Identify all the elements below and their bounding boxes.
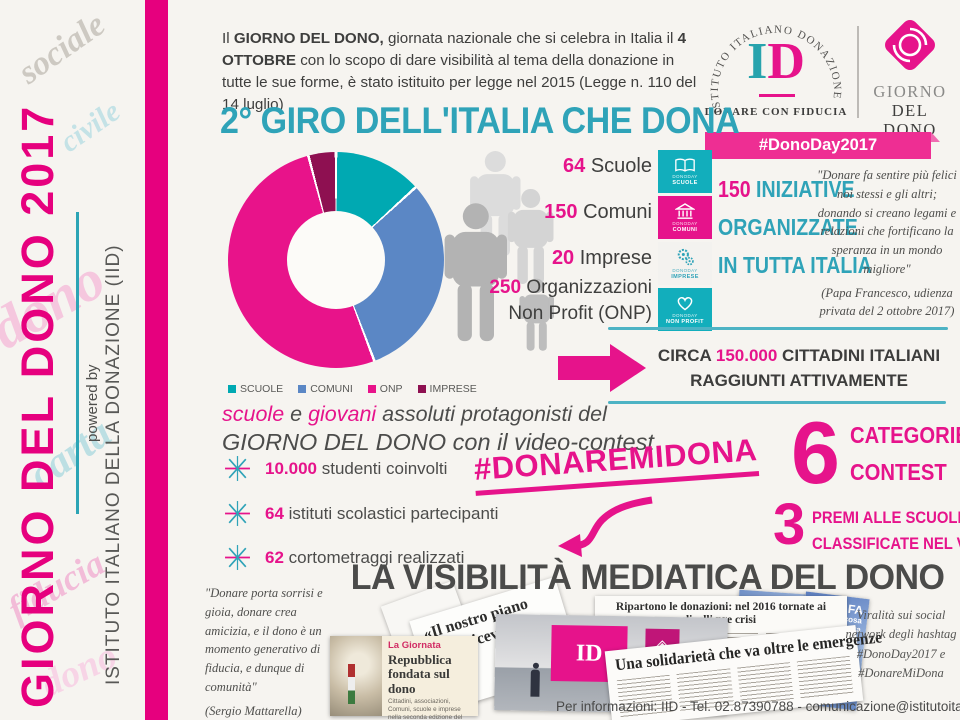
protagonists-text: scuole e giovani assoluti protagonisti d… (222, 402, 654, 455)
donoday-hashtag-banner: #DonoDay2017 (705, 132, 940, 159)
badge-scuole: DONODAY SCUOLE (658, 150, 712, 193)
powered-by-label: powered by (84, 364, 101, 442)
heart-icon (677, 296, 693, 311)
giorno-del-dono-logo: GIORNO DEL DONO (864, 12, 956, 140)
asterisk-icon (225, 456, 250, 481)
legend-swatch (228, 385, 236, 393)
iid-logo: ISTITUTO ITALIANO DONAZIONE ID DONARE CO… (700, 8, 852, 130)
asterisk-icon (225, 545, 250, 570)
logo-divider (857, 26, 859, 118)
donoday-badge-strip: DONODAY SCUOLE DONODAY COMUNI DONODAY IMPRE… (658, 150, 712, 334)
bullet-studenti: 10.000 studenti coinvolti (224, 455, 447, 482)
quote-attribution: (Papa Francesco, udienza privata del 2 o… (819, 285, 955, 319)
legend-label: COMUNI (310, 383, 353, 395)
right-arrow-icon (558, 356, 610, 380)
intro-paragraph: Il GIORNO DEL DONO, giornata nazionale c… (222, 30, 697, 114)
teal-rule (608, 401, 946, 404)
iid-rule (759, 94, 795, 97)
teal-rule (608, 327, 948, 330)
media-section-title: LA VISIBILITÀ MEDIATICA DEL DONO (350, 558, 945, 597)
clipping-repubblica: La Giornata Repubblica fondata sul dono … (330, 636, 478, 720)
organization-name-vertical: ISTITUTO ITALIANO DELLA DONAZIONE (IID) (103, 244, 124, 685)
badge-comuni: DONODAY COMUNI (658, 196, 712, 239)
right-arrow-icon (610, 344, 646, 392)
social-virality-note: Viralità sui social network degli hashta… (845, 608, 957, 681)
legend-swatch (417, 385, 426, 393)
quote-attribution: (Sergio Mattarella) (205, 703, 302, 718)
stat-imprese: 20 Imprese (551, 247, 652, 269)
chart-legend: SCUOLE COMUNI ONP IMPRESE (228, 383, 477, 395)
legend-label: IMPRESE (429, 383, 477, 395)
clipping-headline: Repubblica fondata sul dono (388, 652, 452, 696)
curved-arrow-icon (558, 496, 653, 557)
prizes-labels: PREMI ALLE SCUOLE PRIMECLASSIFICATE NEL … (812, 509, 960, 554)
diamond-knot-icon (885, 20, 935, 70)
bullet-istituti: 64 istituti scolastici partecipanti (224, 500, 498, 527)
quote-papa-francesco: "Donare fa sentire più felici noi stessi… (814, 166, 960, 321)
prizes-number: 3 (773, 492, 806, 557)
donut-chart (228, 152, 444, 368)
stat-comuni: 150 Comuni (544, 201, 652, 223)
reach-callout: CIRCA 150.000 CITTADINI ITALIANI RAGGIUN… (657, 346, 941, 390)
footer-contact-info: Per informazioni: IID - Tel. 02.87390788… (556, 699, 960, 714)
pope-photo (330, 636, 382, 716)
iid-monogram: ID (747, 33, 805, 90)
bank-icon (675, 202, 695, 219)
legend-label: SCUOLE (240, 383, 284, 395)
magenta-bar (145, 0, 168, 720)
clipping-body: Cittadini, associazioni, Comuni, scuole … (388, 697, 463, 720)
iniziative-callout: 150 INIZIATIVE ORGANIZZATE IN TUTTA ITAL… (718, 176, 872, 278)
badge-imprese: DONODAY IMPRESE (658, 242, 712, 285)
legend-swatch (367, 385, 376, 393)
gdd-name-line1: GIORNO (873, 82, 947, 101)
event-title-vertical: GIORNO DEL DONO 2017 (12, 103, 63, 708)
asterisk-icon (225, 501, 250, 526)
bullet-cortometraggi: 62 cortometraggi realizzati (224, 544, 464, 571)
contest-labels: CATEGORIE CONTEST (850, 422, 960, 485)
legend-swatch (298, 385, 307, 393)
quote-mattarella: "Donare porta sorrisi e gioia, donare cr… (205, 584, 343, 720)
page-title: 2° GIRO DELL'ITALIA CHE DONA (220, 100, 740, 141)
clipping-kicker: La Giornata (388, 640, 441, 651)
stat-scuole: 64 Scuole (563, 155, 652, 177)
stat-onp: 250 Organizzazioni Non Profit (ONP) (489, 277, 652, 324)
sidebar-divider (76, 212, 79, 514)
iid-arc-text: ISTITUTO ITALIANO DONAZIONE (709, 24, 842, 115)
book-icon (675, 158, 695, 172)
people-silhouettes-icon (444, 151, 554, 351)
iid-tagline: DONARE CON FIDUCIA (704, 106, 848, 118)
contest-number: 6 (791, 403, 840, 502)
gears-icon (677, 248, 694, 266)
legend-label: ONP (379, 383, 403, 395)
badge-non-profit: DONODAY NON PROFIT (658, 288, 712, 331)
